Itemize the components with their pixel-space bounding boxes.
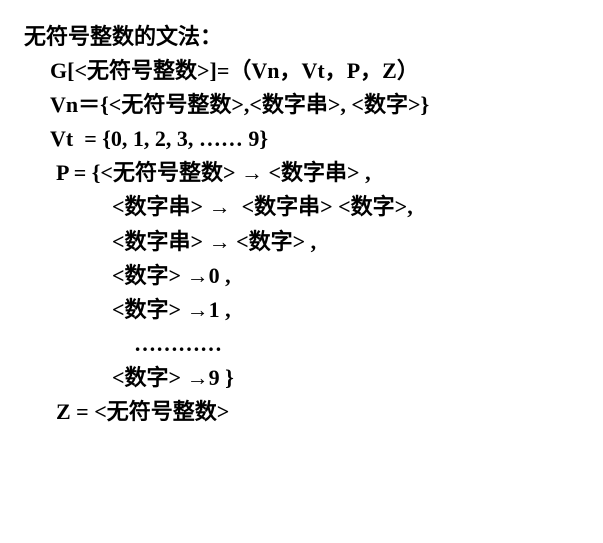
production-1: P = {<无符号整数> → <数字串> ,	[24, 156, 579, 190]
production-2: <数字串> → <数字串> <数字>,	[24, 190, 579, 224]
production-3: <数字串> → <数字> ,	[24, 225, 579, 259]
production-5: <数字> →1 ,	[24, 293, 579, 327]
production-4: <数字> →0 ,	[24, 259, 579, 293]
vt-set: Vt = {0, 1, 2, 3, …… 9}	[24, 122, 579, 156]
production-ellipsis: …………	[24, 327, 579, 361]
vn-set: Vn＝{<无符号整数>,<数字串>, <数字>}	[24, 88, 579, 122]
production-last: <数字> →9 }	[24, 361, 579, 395]
start-symbol: Z = <无符号整数>	[24, 395, 579, 429]
g-definition: G[<无符号整数>]=（Vn，Vt，P，Z）	[24, 54, 579, 88]
grammar-title: 无符号整数的文法：	[24, 20, 579, 54]
